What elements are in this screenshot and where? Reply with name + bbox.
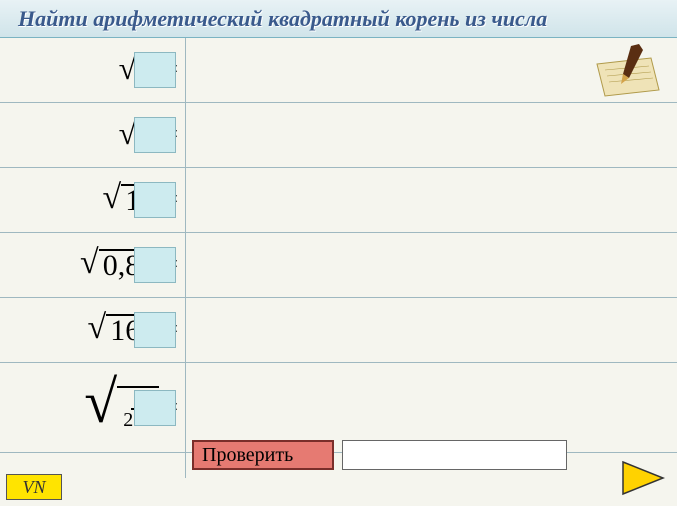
- answer-input[interactable]: [134, 117, 176, 153]
- title-bar: Найти арифметический квадратный корень и…: [0, 0, 677, 38]
- radical-icon: √: [88, 311, 107, 345]
- problem-row: √169 =: [0, 298, 677, 363]
- vertical-divider: [185, 38, 186, 478]
- answer-input[interactable]: [134, 247, 176, 283]
- answer-input[interactable]: [134, 390, 176, 426]
- problem-row: √0 =: [0, 103, 677, 168]
- answer-input[interactable]: [134, 312, 176, 348]
- problem-row: √1289 =: [0, 363, 677, 453]
- next-arrow-button[interactable]: [619, 458, 667, 498]
- radical-icon: √: [103, 181, 122, 215]
- answer-input[interactable]: [134, 182, 176, 218]
- check-button-label: Проверить: [202, 444, 293, 467]
- vn-badge: VN: [6, 474, 62, 500]
- problem-row: √16 =: [0, 168, 677, 233]
- problem-row: √0,81 =: [0, 233, 677, 298]
- result-output: [342, 440, 567, 470]
- check-button[interactable]: Проверить: [192, 440, 334, 470]
- problem-row: √1 =: [0, 38, 677, 103]
- vn-badge-text: VN: [22, 477, 45, 498]
- answer-input[interactable]: [134, 52, 176, 88]
- pen-note-icon: [593, 44, 663, 100]
- problem-rows: √1 = √0 = √16 = √0,81 = √169 = √128: [0, 38, 677, 453]
- title-text: Найти арифметический квадратный корень и…: [18, 6, 547, 32]
- radical-icon: √: [80, 246, 99, 280]
- radical-icon: √: [84, 372, 117, 432]
